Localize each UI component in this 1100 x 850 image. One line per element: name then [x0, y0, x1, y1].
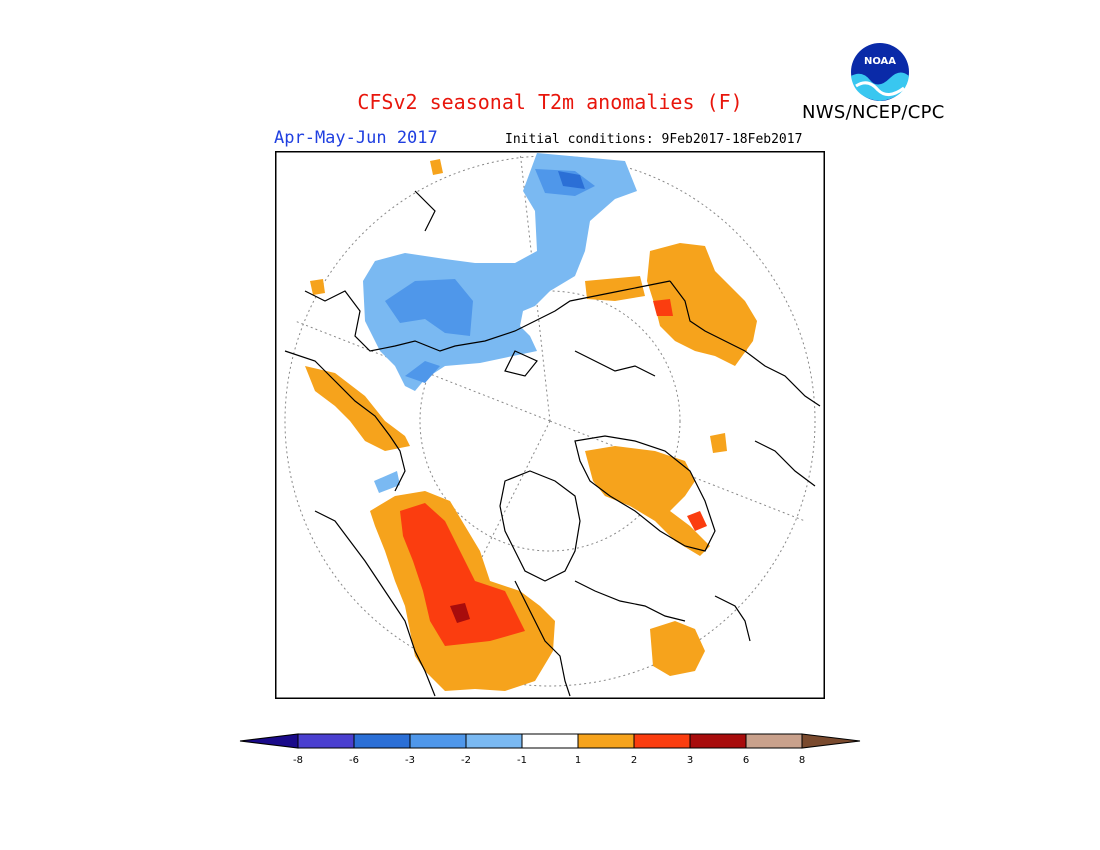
page-title: CFSv2 seasonal T2m anomalies (F): [357, 90, 743, 114]
color-scale-tick: 8: [799, 755, 805, 766]
color-scale-tick: -6: [349, 755, 359, 766]
color-scale-box: [521, 733, 579, 749]
color-scale-tick: 2: [631, 755, 637, 766]
season-label: Apr-May-Jun 2017: [274, 128, 438, 148]
color-scale-box: [689, 733, 747, 749]
color-scale-box: [465, 733, 523, 749]
cold-anomaly-area: [363, 153, 637, 493]
color-scale-tick: 6: [743, 755, 749, 766]
color-scale-box: [297, 733, 355, 749]
color-scale-box: [577, 733, 635, 749]
color-scale-box: [353, 733, 411, 749]
logo-text: NOAA: [864, 56, 896, 67]
color-scale-arrow-right: [801, 733, 861, 749]
initial-conditions-label: Initial conditions: 9Feb2017-18Feb2017: [505, 132, 803, 147]
color-scale-tick: -2: [461, 755, 471, 766]
color-scale-tick: -8: [293, 755, 303, 766]
color-scale: -8 -6 -3 -2 -1 1 2 3 6 8: [239, 733, 861, 766]
color-scale-box: [409, 733, 467, 749]
agency-label: NWS/NCEP/CPC: [802, 102, 945, 123]
coastlines: [284, 190, 821, 697]
color-scale-box: [745, 733, 803, 749]
noaa-logo: NOAA: [849, 41, 911, 103]
color-scale-arrow-left: [239, 733, 299, 749]
color-scale-tick: -3: [405, 755, 415, 766]
warm-anomaly-area: [305, 159, 757, 691]
polar-map: [275, 151, 825, 699]
color-scale-tick: -1: [517, 755, 527, 766]
color-scale-tick: 3: [687, 755, 693, 766]
color-scale-tick: 1: [575, 755, 581, 766]
color-scale-box: [633, 733, 691, 749]
